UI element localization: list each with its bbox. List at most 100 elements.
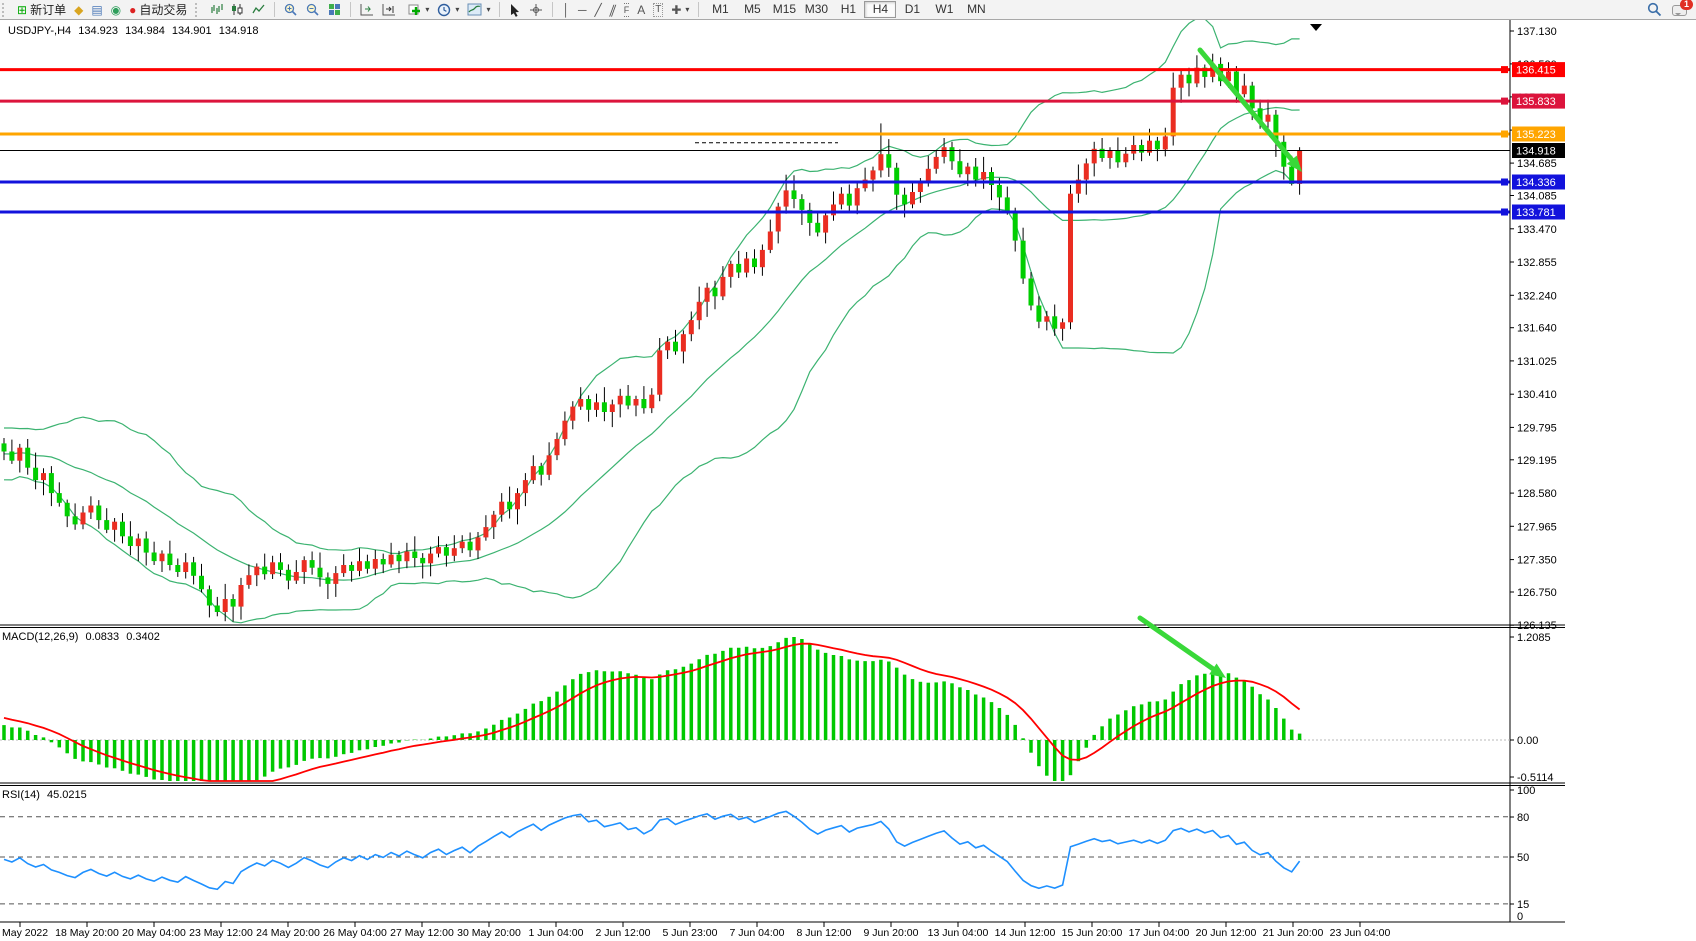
time-axis-label[interactable]: 24 May 20:00 (256, 927, 320, 939)
price-badge[interactable] (1512, 62, 1565, 78)
candle-body (633, 399, 639, 406)
timeframe-button-d1[interactable]: D1 (904, 2, 921, 16)
price-badge[interactable] (1512, 204, 1565, 220)
candle-body (222, 599, 228, 612)
toolbar: ⊞ 新订单 ◆ ▤ ◉ ● 自动交易 (0, 0, 1696, 20)
navigator-button[interactable]: ◉ (107, 0, 125, 19)
bar-chart-button[interactable] (206, 0, 227, 19)
price-badge[interactable] (1512, 143, 1565, 158)
timeframe-button-m5[interactable]: M5 (744, 2, 761, 16)
toolbar-drag-handle[interactable] (2, 2, 9, 17)
candle-body (1131, 145, 1137, 154)
trend-arrow-head[interactable] (1209, 663, 1226, 679)
autotrading-button[interactable]: ● 自动交易 (125, 0, 191, 19)
price-badge[interactable] (1512, 93, 1565, 109)
trend-arrow-line[interactable] (1197, 47, 1295, 163)
timeframe-button-m1[interactable]: M1 (712, 2, 729, 16)
cursor-button[interactable] (505, 0, 525, 19)
price-badge[interactable] (1512, 174, 1565, 190)
clock-icon (438, 3, 451, 16)
timeframe-button-m30[interactable]: M30 (804, 2, 829, 16)
timeframe-button-mn[interactable]: MN (967, 2, 986, 16)
time-axis-label[interactable]: 18 May 20:00 (55, 927, 119, 939)
time-axis-label[interactable]: 23 May 12:00 (189, 927, 253, 939)
time-axis-label[interactable]: 8 Jun 12:00 (797, 927, 852, 939)
time-axis-label[interactable]: 2 Jun 12:00 (596, 927, 651, 939)
equidistant-channel-button[interactable]: ∥ (606, 0, 620, 19)
timeframe-button-h4[interactable]: H4 (864, 1, 897, 18)
templates-button[interactable]: ▾ (463, 0, 494, 19)
market-watch-button[interactable]: ◆ (70, 0, 87, 19)
arrows-tool-button[interactable]: ✚ ▾ (667, 0, 693, 19)
timeframe-button-m15[interactable]: M15 (772, 2, 797, 16)
candle-body (696, 301, 702, 321)
bollinger-lower-band[interactable] (3, 169, 1300, 624)
trendline-button[interactable]: ╱ (590, 0, 605, 19)
price-badge[interactable] (1512, 126, 1565, 142)
time-axis-label[interactable]: 30 May 20:00 (457, 927, 521, 939)
line-chart-button[interactable] (248, 0, 269, 19)
trend-arrow-head[interactable] (1286, 155, 1302, 172)
time-axis-label[interactable]: 9 Jun 20:00 (864, 927, 919, 939)
time-axis-label[interactable]: 14 Jun 12:00 (995, 927, 1056, 939)
candle-body (364, 561, 370, 569)
time-axis-label[interactable]: 5 Jun 23:00 (663, 927, 718, 939)
time-axis-label[interactable]: 1 Jun 04:00 (529, 927, 584, 939)
toolbar-drag-handle[interactable] (195, 2, 202, 17)
candle-body (586, 399, 592, 410)
tile-windows-button[interactable] (324, 0, 345, 19)
macd-axis-label: -0.5114 (1517, 772, 1554, 784)
candle-body (1233, 71, 1239, 95)
new-order-button[interactable]: ⊞ 新订单 (13, 0, 70, 19)
candle-body (1020, 240, 1026, 279)
candle-body (483, 527, 489, 538)
periods-button[interactable]: ▾ (433, 0, 463, 19)
time-axis-label[interactable]: 27 May 12:00 (390, 927, 454, 939)
vertical-line-button[interactable]: │ (558, 0, 574, 19)
horizontal-line-button[interactable]: ─ (574, 0, 591, 19)
timeframe-button-h1[interactable]: H1 (840, 2, 857, 16)
time-axis-label[interactable]: 20 May 04:00 (122, 927, 186, 939)
time-axis-label[interactable]: 26 May 04:00 (323, 927, 387, 939)
text-button[interactable]: A (633, 0, 649, 19)
timeframe-button-w1[interactable]: W1 (935, 2, 954, 16)
time-axis-label[interactable]: 23 Jun 04:00 (1330, 927, 1391, 939)
candlestick-chart-button[interactable] (227, 0, 248, 19)
dropdown-arrow-icon: ▾ (486, 5, 491, 14)
time-axis-label[interactable]: May 2022 (2, 927, 48, 939)
price-tick-label: 128.580 (1517, 488, 1557, 500)
auto-scroll-button[interactable] (356, 0, 378, 19)
crosshair-button[interactable] (525, 0, 547, 19)
candle-body (767, 231, 773, 250)
chart-shift-marker[interactable] (1310, 24, 1322, 31)
search-button[interactable] (1643, 0, 1666, 19)
candle-body (1147, 140, 1152, 153)
bollinger-middle-band[interactable] (3, 106, 1300, 581)
candle-body (1186, 74, 1192, 84)
time-axis-label[interactable]: 21 Jun 20:00 (1263, 927, 1324, 939)
indicators-button[interactable]: ▾ (404, 0, 433, 19)
text-label-button[interactable]: T (649, 0, 667, 19)
fibonacci-button[interactable]: F (620, 0, 634, 19)
chat-icon (1672, 4, 1687, 16)
bollinger-upper-band[interactable] (4, 17, 1300, 555)
chat-button[interactable]: 1 (1666, 0, 1694, 19)
candle-body (1162, 136, 1168, 150)
time-axis-label[interactable]: 15 Jun 20:00 (1062, 927, 1123, 939)
data-window-button[interactable]: ▤ (87, 0, 106, 19)
trend-arrow-line[interactable] (1137, 615, 1216, 672)
candle-body (1139, 145, 1145, 153)
zoom-in-button[interactable] (280, 0, 302, 19)
candle-body (1241, 85, 1247, 95)
time-axis-label[interactable]: 20 Jun 12:00 (1196, 927, 1257, 939)
candle-body (649, 394, 655, 409)
time-axis-label[interactable]: 7 Jun 04:00 (730, 927, 785, 939)
time-axis-label[interactable]: 17 Jun 04:00 (1129, 927, 1190, 939)
candle-body (159, 553, 165, 562)
zoom-out-button[interactable] (302, 0, 324, 19)
chart-shift-button[interactable] (378, 0, 400, 19)
candle-body (372, 559, 378, 569)
time-axis-label[interactable]: 13 Jun 04:00 (928, 927, 989, 939)
